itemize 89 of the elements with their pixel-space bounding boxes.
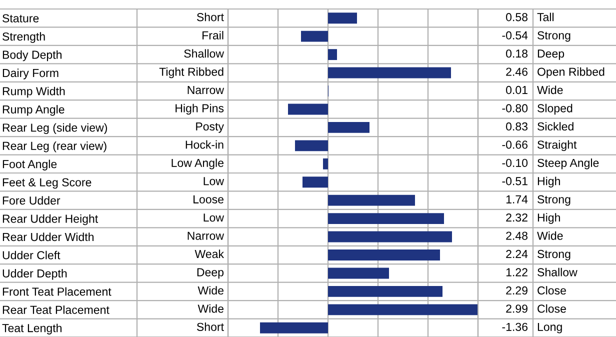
y-tick-label: Rump Angle <box>2 105 64 116</box>
y-tick-label: Fore Udder <box>2 196 60 205</box>
y-tick-label: Rump Width <box>2 86 65 98</box>
text: Low Angle <box>172 158 224 170</box>
y-tick-label: Foot Angle <box>2 160 57 170</box>
bar <box>328 286 442 297</box>
data-label: 1.22 <box>506 268 528 276</box>
text: Short <box>196 322 224 331</box>
y-tick-label: Strength <box>2 32 45 43</box>
text: Shallow <box>538 268 578 276</box>
text: Weak <box>194 250 224 258</box>
text: High <box>538 213 560 224</box>
y-tick-label: Udder Cleft <box>2 250 60 260</box>
text: Steep Angle <box>538 158 599 170</box>
bar <box>295 140 328 152</box>
data-label: 0.83 <box>506 122 528 131</box>
text: Narrow <box>188 86 224 94</box>
text: Tight Ribbed <box>159 67 224 78</box>
text: Close <box>538 304 566 313</box>
text: Narrow <box>188 232 224 240</box>
bar <box>328 67 451 78</box>
data-label: -1.36 <box>502 322 528 331</box>
bar <box>288 104 328 115</box>
text: Long <box>538 322 562 334</box>
data-label: 2.48 <box>506 232 528 240</box>
text: High Pins <box>176 104 224 115</box>
bar <box>328 304 478 316</box>
y-tick-label: Teat Length <box>2 324 62 334</box>
text: Deep <box>197 268 224 279</box>
text: Strong <box>538 31 570 42</box>
bar <box>328 122 370 133</box>
y-tick-label: Udder Depth <box>2 269 67 280</box>
data-label: 2.46 <box>506 68 528 76</box>
y-tick-label: Front Teat Placement <box>2 287 112 296</box>
data-label: 2.32 <box>506 213 528 222</box>
text: Wide <box>198 304 224 313</box>
text: Close <box>538 286 566 295</box>
y-tick-label: Rear Udder Width <box>2 232 94 242</box>
data-label: -0.80 <box>502 104 528 112</box>
text: Open Ribbed <box>538 67 604 78</box>
text: Strong <box>538 250 570 260</box>
text: Short <box>196 12 224 22</box>
data-label: 0.01 <box>506 86 528 94</box>
data-label: 1.74 <box>506 195 528 204</box>
text: Low <box>204 177 224 186</box>
bar <box>328 250 440 260</box>
data-label: -0.66 <box>502 140 528 149</box>
y-tick-label: Rear Teat Placement <box>2 305 110 314</box>
text: Loose <box>194 195 224 204</box>
bar <box>328 49 337 60</box>
bar <box>328 268 389 279</box>
text: Deep <box>538 50 564 60</box>
data-label: -0.51 <box>502 177 528 186</box>
text: Wide <box>198 286 224 295</box>
data-label: 0.58 <box>506 13 528 22</box>
text: Wide <box>537 231 563 240</box>
data-label: 2.29 <box>506 286 528 295</box>
y-tick-label: Dairy Form <box>2 68 58 80</box>
bar <box>302 176 328 188</box>
text: Strong <box>538 195 570 206</box>
text: Frail <box>202 30 224 40</box>
bar <box>328 12 357 24</box>
bar <box>328 213 444 224</box>
bar <box>323 158 328 170</box>
text: Hock-in <box>186 140 224 149</box>
data-label: 0.18 <box>506 49 528 58</box>
y-tick-label: Stature <box>2 14 39 22</box>
data-label: 2.99 <box>506 304 528 313</box>
text: High <box>538 176 560 188</box>
data-label: 2.24 <box>506 250 528 258</box>
text: Sickled <box>538 122 574 131</box>
bar <box>328 231 452 242</box>
bar <box>328 194 415 206</box>
y-tick-label: Rear Leg (rear view) <box>2 141 106 152</box>
text: Wide <box>537 86 563 94</box>
bar <box>301 30 328 42</box>
data-label: -0.10 <box>502 158 528 167</box>
y-tick-label: Body Depth <box>2 50 62 62</box>
y-tick-label: Rear Leg (side view) <box>2 123 107 134</box>
text: Low <box>204 214 224 222</box>
text: Sloped <box>538 104 572 115</box>
bar <box>260 322 328 334</box>
text: Straight <box>538 140 577 152</box>
text: Tall <box>537 12 554 22</box>
data-label: -0.54 <box>502 31 528 40</box>
text: Shallow <box>184 49 224 58</box>
y-tick-label: Feet & Leg Score <box>2 178 92 189</box>
y-tick-label: Rear Udder Height <box>2 214 98 226</box>
text: Posty <box>196 122 224 133</box>
